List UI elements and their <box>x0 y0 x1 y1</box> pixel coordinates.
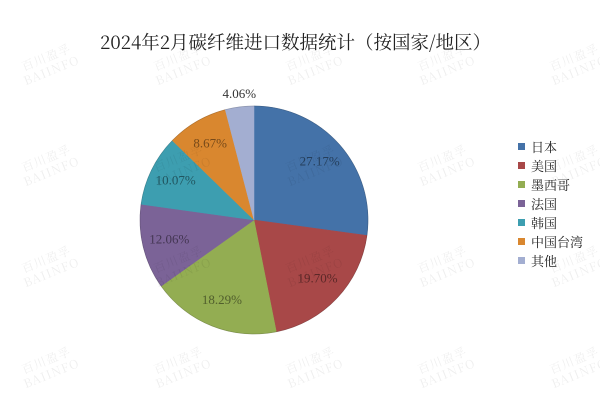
svg-text:4.06%: 4.06% <box>222 86 256 101</box>
svg-text:10.07%: 10.07% <box>156 173 196 188</box>
svg-text:27.17%: 27.17% <box>300 154 340 169</box>
svg-text:12.06%: 12.06% <box>149 232 189 247</box>
svg-text:18.29%: 18.29% <box>202 292 242 307</box>
svg-text:8.67%: 8.67% <box>193 136 227 151</box>
svg-text:19.70%: 19.70% <box>297 271 337 286</box>
